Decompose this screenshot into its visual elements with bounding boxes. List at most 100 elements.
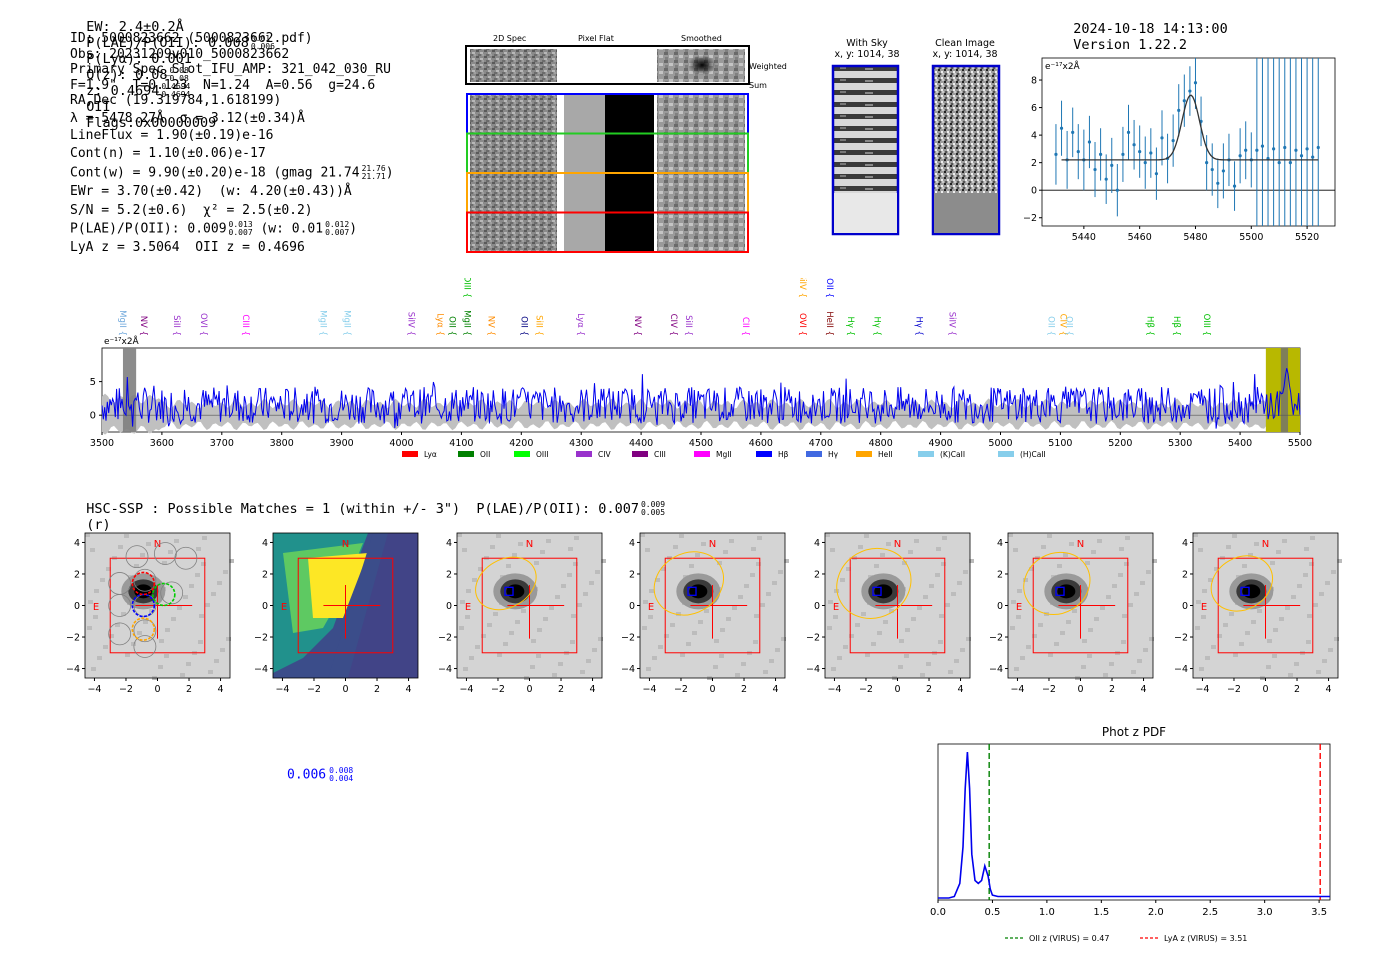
noise-pixel	[1143, 648, 1148, 652]
x-tick-label: 4	[406, 684, 412, 695]
y-tick-label: 0	[1031, 186, 1037, 197]
east-label: E	[1016, 602, 1022, 613]
fiber-circle	[160, 581, 184, 605]
cutout-2dspec	[470, 134, 557, 172]
noise-pixel	[94, 589, 99, 593]
fiber-circle-selected	[131, 617, 156, 641]
noise-pixel	[1251, 620, 1256, 624]
noise-pixel	[1211, 645, 1216, 649]
noise-pixel	[571, 614, 576, 618]
noise-pixel	[1088, 628, 1093, 632]
noise-pixel	[460, 600, 465, 604]
noise-pixel	[670, 623, 675, 627]
x-tick-label: 0	[1262, 684, 1268, 695]
x-tick-label: 4	[1141, 684, 1147, 695]
noise-pixel	[874, 564, 879, 568]
noise-pixel	[124, 534, 129, 538]
noise-pixel	[1112, 584, 1117, 588]
x-tick-label: 5400	[1228, 438, 1252, 449]
noise-pixel	[478, 567, 483, 571]
line-label: Hβ {	[1144, 316, 1154, 336]
info-radec: RA,Dec (19.319784,1.618199)	[70, 93, 282, 108]
cutout-gap	[654, 134, 657, 172]
noise-pixel	[469, 656, 474, 660]
north-label: N	[154, 539, 161, 550]
clean-image-xy: x, y: 1014, 38	[932, 49, 998, 60]
noise-pixel	[536, 654, 541, 658]
search-box	[297, 557, 394, 654]
y-tick-label: 4	[74, 538, 80, 549]
info-plae-w: (w: 0.01	[260, 221, 324, 237]
y-tick-label: 4	[446, 538, 452, 549]
noise-pixel	[679, 534, 684, 538]
data-point	[1182, 99, 1186, 103]
noise-pixel	[567, 573, 572, 577]
noise-pixel	[756, 562, 761, 566]
noise-pixel	[549, 606, 554, 610]
noise-pixel	[543, 617, 548, 621]
noise-pixel	[864, 534, 869, 538]
noise-pixel	[686, 642, 691, 646]
noise-pixel	[561, 584, 566, 588]
cutout-flat-dark	[605, 95, 654, 133]
data-point	[1093, 167, 1097, 172]
x-tick-label: 2.0	[1148, 907, 1164, 918]
data-point	[1071, 130, 1075, 134]
noise-pixel	[1217, 634, 1222, 638]
noise-pixel	[1082, 639, 1087, 643]
cutout-stack	[465, 45, 750, 253]
noise-pixel	[552, 673, 557, 677]
noise-pixel	[1128, 603, 1133, 607]
noise-pixel	[521, 609, 526, 613]
noise-pixel	[229, 559, 234, 563]
legend-swatch	[806, 451, 822, 457]
y-tick-label: −2	[1023, 213, 1037, 224]
noise-pixel	[1202, 589, 1207, 593]
noise-pixel	[1081, 665, 1086, 669]
noise-pixel	[1069, 542, 1074, 546]
info-plae-w-lo: 0.007	[325, 228, 350, 237]
x-tick-label: −2	[307, 684, 321, 695]
data-point	[1238, 154, 1242, 158]
hsc-panel-image: N E −4 −4 −2 −2 0 0 2 2 4 4	[621, 532, 789, 695]
cutout-flat-dark	[605, 213, 654, 251]
noise-pixel	[692, 631, 697, 635]
y-tick-label: −4	[66, 664, 80, 675]
cutout-smoothed	[657, 95, 745, 133]
noise-pixel	[162, 561, 167, 565]
x-tick-label: −2	[1042, 684, 1056, 695]
y-tick-label: 2	[1031, 158, 1037, 169]
noise-pixel	[1254, 542, 1259, 546]
with-sky-title: With Sky	[846, 38, 888, 49]
y-tick-label: −4	[254, 664, 268, 675]
noise-pixel	[704, 609, 709, 613]
with-sky-xy: x, y: 1014, 38	[834, 49, 900, 60]
noise-pixel	[1273, 628, 1278, 632]
noise-pixel	[911, 617, 916, 621]
noise-pixel	[201, 562, 206, 566]
legend-label: (H)CaII	[1020, 450, 1046, 459]
data-point	[1260, 144, 1265, 148]
noise-pixel	[497, 653, 502, 657]
x-tick-label: 2	[1294, 684, 1300, 695]
noise-pixel	[886, 542, 891, 546]
col-label-pixelflat: Pixel Flat	[578, 34, 614, 43]
noise-pixel	[849, 634, 854, 638]
noise-pixel	[1306, 640, 1311, 644]
noise-pixel	[198, 640, 203, 644]
y-tick-label: 2	[446, 569, 452, 580]
noise-pixel	[1307, 614, 1312, 618]
line-label: OII {	[1063, 316, 1073, 336]
data-point	[1255, 148, 1259, 152]
noise-pixel	[899, 639, 904, 643]
noise-pixel	[518, 542, 523, 546]
noise-pixel	[1223, 623, 1228, 627]
noise-pixel	[226, 637, 231, 641]
y-tick-label: 2	[629, 569, 635, 580]
north-label: N	[1262, 539, 1269, 550]
x-tick-label: −2	[119, 684, 133, 695]
noise-pixel	[941, 562, 946, 566]
match-plae-limits: 0.008 0.004	[329, 767, 353, 783]
legend-label: OII	[480, 450, 490, 459]
clean-image-title: Clean Image	[935, 38, 995, 49]
